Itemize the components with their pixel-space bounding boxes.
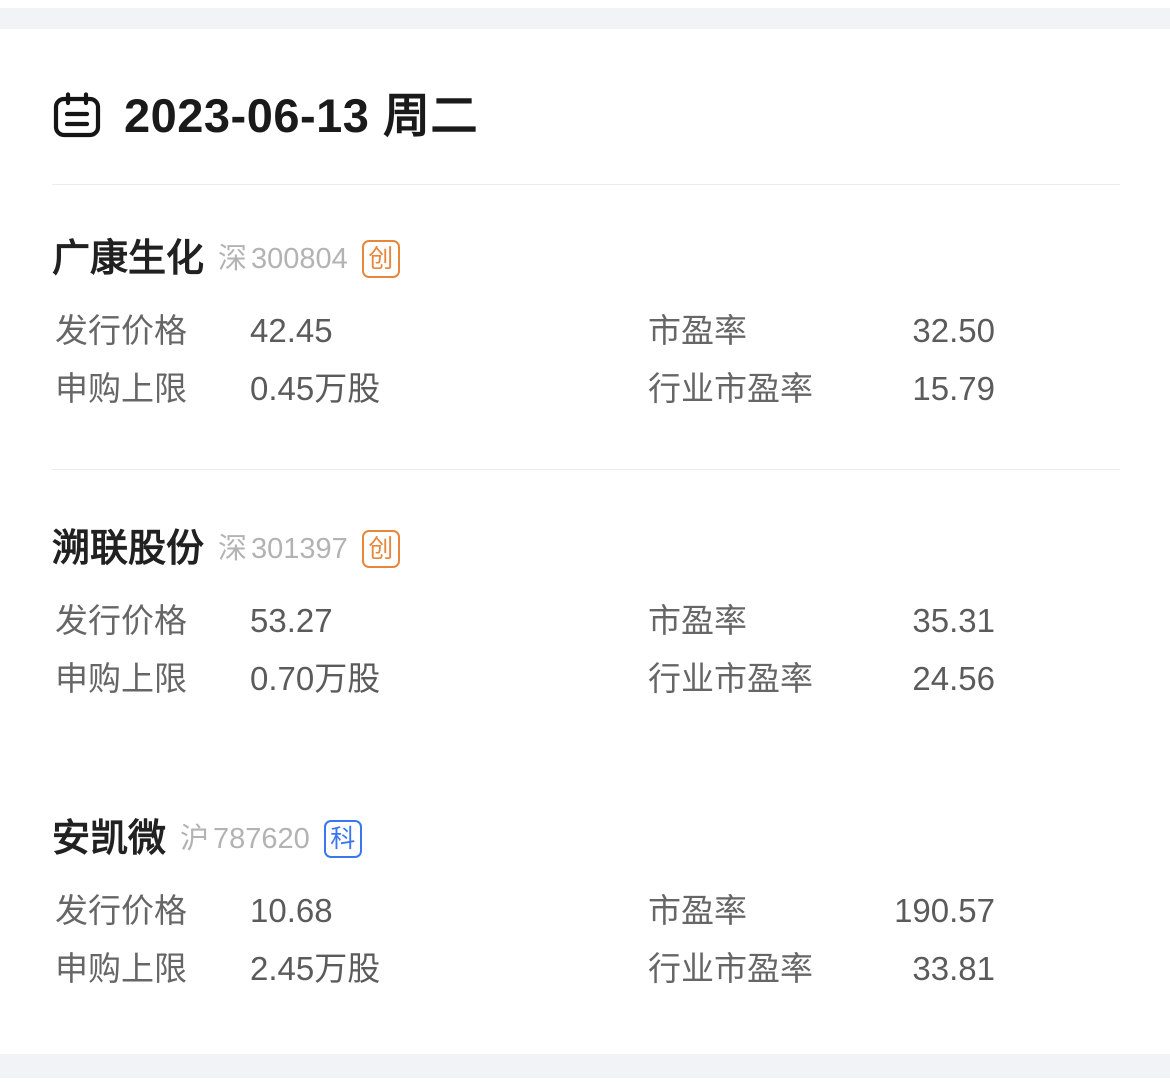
stock-market: 沪 <box>180 822 210 855</box>
detail-row: 申购上限 0.70万股 行业市盈率 24.56 <box>0 650 1170 708</box>
calendar-icon <box>52 90 102 140</box>
top-background-band <box>0 8 1170 29</box>
industry-pe-ratio-value: 15.79 <box>912 370 995 407</box>
stock-number: 300804 <box>251 242 348 275</box>
industry-pe-ratio-label: 行业市盈率 <box>648 660 813 697</box>
stock-header[interactable]: 溯联股份 深 301397 创 <box>0 522 1170 576</box>
board-badge: 科 <box>323 820 362 858</box>
detail-row: 申购上限 0.45万股 行业市盈率 15.79 <box>0 360 1170 418</box>
stock-entry[interactable]: 溯联股份 深 301397 创 发行价格 53.27 市盈率 35.31 申购上限… <box>0 522 1170 708</box>
stock-detail-rows: 发行价格 53.27 市盈率 35.31 申购上限 0.70万股 行业市盈率 2… <box>0 592 1170 708</box>
detail-row: 发行价格 42.45 市盈率 32.50 <box>0 302 1170 360</box>
issue-price-label: 发行价格 <box>55 892 187 929</box>
industry-pe-ratio-label: 行业市盈率 <box>648 370 813 407</box>
detail-row: 发行价格 10.68 市盈率 190.57 <box>0 882 1170 940</box>
issue-price-value: 10.68 <box>250 892 333 929</box>
stock-code: 深 300804 <box>218 242 348 275</box>
issue-price-label: 发行价格 <box>55 312 187 349</box>
stock-number: 301397 <box>251 532 348 565</box>
pe-ratio-value: 190.57 <box>894 892 995 929</box>
stock-number: 787620 <box>213 822 310 855</box>
stock-entry[interactable]: 安凯微 沪 787620 科 发行价格 10.68 市盈率 190.57 申购上限… <box>0 812 1170 998</box>
stock-detail-rows: 发行价格 42.45 市盈率 32.50 申购上限 0.45万股 行业市盈率 1… <box>0 302 1170 418</box>
purchase-limit-label: 申购上限 <box>55 660 187 697</box>
purchase-limit-label: 申购上限 <box>55 370 187 407</box>
stock-name: 溯联股份 <box>52 528 205 570</box>
purchase-limit-label: 申购上限 <box>55 950 187 987</box>
issue-price-value: 53.27 <box>250 602 333 639</box>
stock-market: 深 <box>218 242 248 275</box>
stock-header[interactable]: 广康生化 深 300804 创 <box>0 232 1170 286</box>
industry-pe-ratio-label: 行业市盈率 <box>648 950 813 987</box>
date-header: 2023-06-13 周二 <box>52 82 478 148</box>
issue-price-label: 发行价格 <box>55 602 187 639</box>
stock-name: 安凯微 <box>52 818 167 860</box>
pe-ratio-value: 32.50 <box>912 312 995 349</box>
stock-entry[interactable]: 广康生化 深 300804 创 发行价格 42.45 市盈率 32.50 申购上限… <box>0 232 1170 418</box>
pe-ratio-label: 市盈率 <box>648 312 747 349</box>
purchase-limit-value: 0.45万股 <box>250 370 381 407</box>
date-title: 2023-06-13 周二 <box>124 88 478 142</box>
board-badge: 创 <box>361 530 400 568</box>
pe-ratio-label: 市盈率 <box>648 892 747 929</box>
stock-detail-rows: 发行价格 10.68 市盈率 190.57 申购上限 2.45万股 行业市盈率 … <box>0 882 1170 998</box>
issue-price-value: 42.45 <box>250 312 333 349</box>
board-badge: 创 <box>361 240 400 278</box>
detail-row: 发行价格 53.27 市盈率 35.31 <box>0 592 1170 650</box>
detail-row: 申购上限 2.45万股 行业市盈率 33.81 <box>0 940 1170 998</box>
header-divider <box>52 184 1120 185</box>
industry-pe-ratio-value: 24.56 <box>912 660 995 697</box>
purchase-limit-value: 0.70万股 <box>250 660 381 697</box>
stock-code: 沪 787620 <box>180 822 310 855</box>
pe-ratio-value: 35.31 <box>912 602 995 639</box>
entry-divider <box>52 469 1120 470</box>
stock-header[interactable]: 安凯微 沪 787620 科 <box>0 812 1170 866</box>
purchase-limit-value: 2.45万股 <box>250 950 381 987</box>
stock-market: 深 <box>218 532 248 565</box>
pe-ratio-label: 市盈率 <box>648 602 747 639</box>
stock-code: 深 301397 <box>218 532 348 565</box>
stock-name: 广康生化 <box>52 238 205 280</box>
bottom-background-band <box>0 1054 1170 1078</box>
industry-pe-ratio-value: 33.81 <box>912 950 995 987</box>
